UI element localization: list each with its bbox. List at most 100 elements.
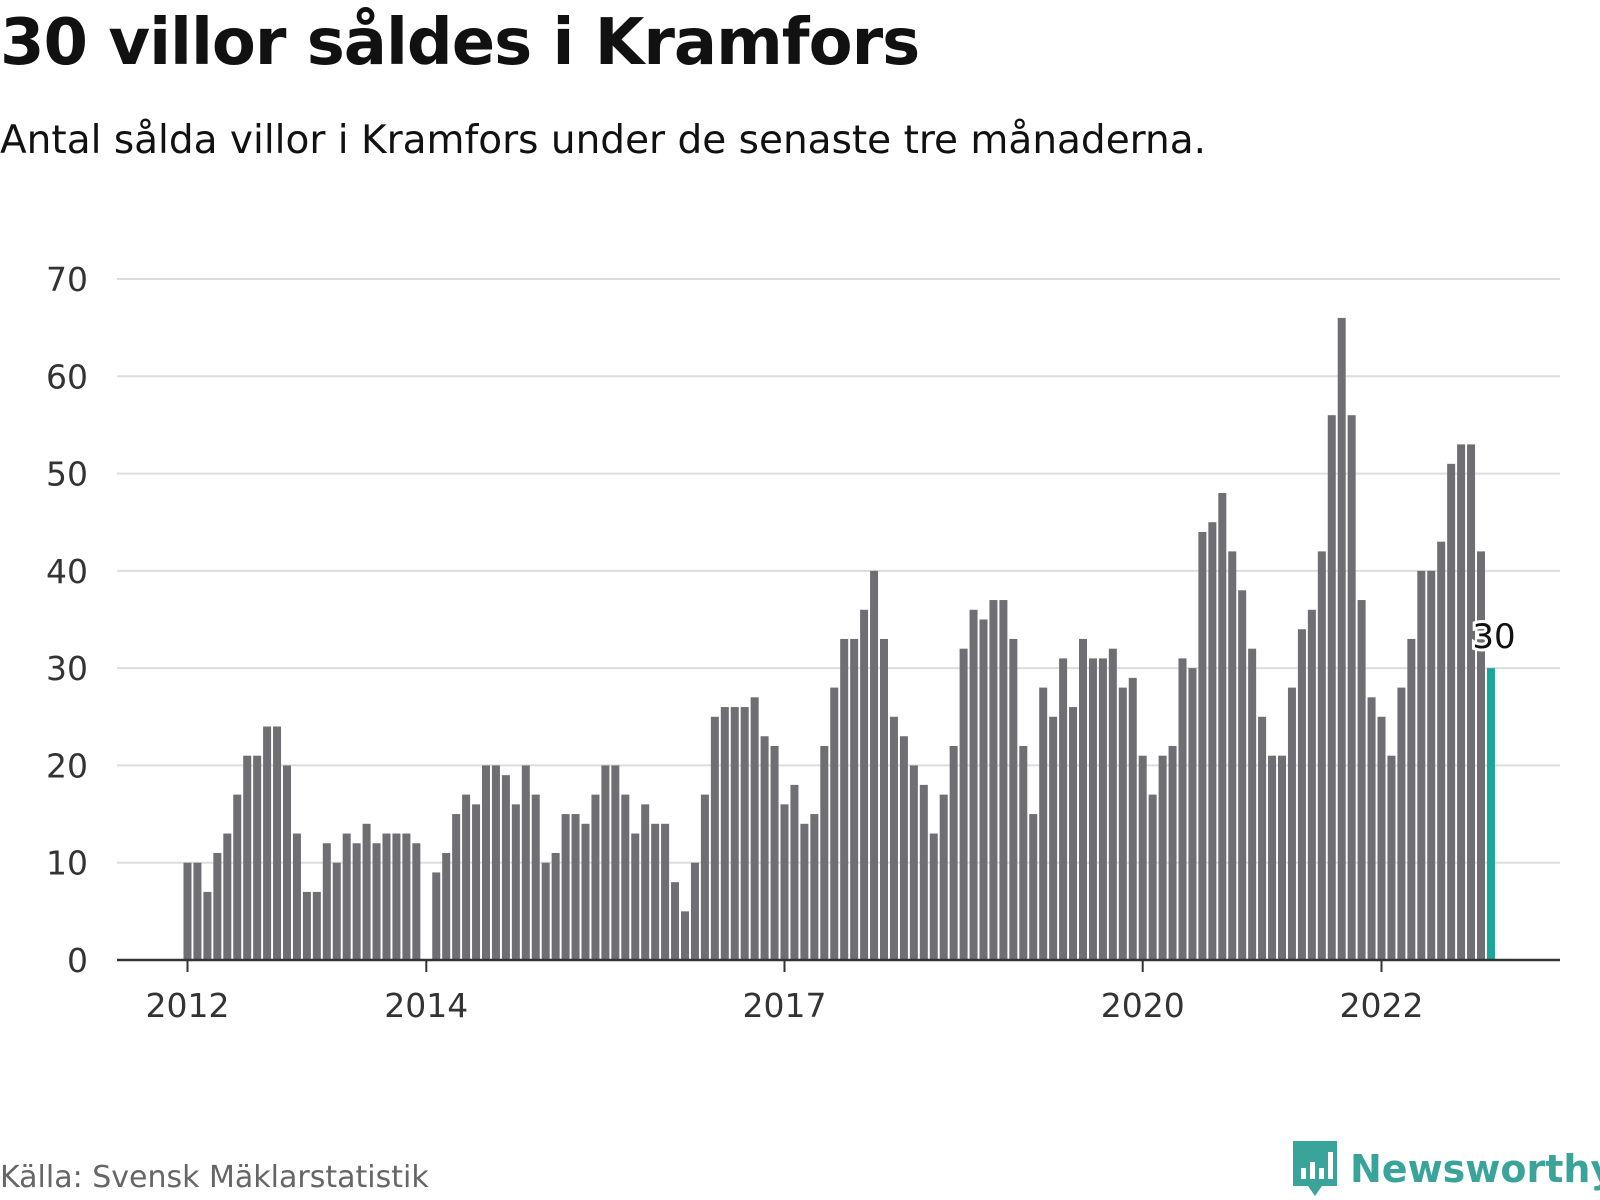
bar xyxy=(1457,444,1466,960)
bar xyxy=(1059,658,1068,960)
y-tick-label: 0 xyxy=(67,941,88,980)
bar xyxy=(521,765,530,960)
bar xyxy=(452,814,461,960)
bar xyxy=(1258,716,1267,960)
x-tick-label: 2020 xyxy=(1101,986,1185,1025)
bar xyxy=(243,755,252,960)
chart-title: 30 villor såldes i Kramfors xyxy=(0,6,920,80)
bar xyxy=(929,833,938,960)
bar xyxy=(899,736,908,960)
bar xyxy=(432,872,441,960)
bar xyxy=(561,814,570,960)
bar xyxy=(342,833,351,960)
bar xyxy=(292,833,301,960)
bar xyxy=(253,755,262,960)
x-tick-label: 2012 xyxy=(146,986,230,1025)
bar xyxy=(382,833,391,960)
bar xyxy=(491,765,500,960)
bar xyxy=(641,804,650,960)
bar xyxy=(531,794,540,960)
bar xyxy=(621,794,630,960)
bar xyxy=(790,784,799,960)
bar xyxy=(611,765,620,960)
bar xyxy=(1268,755,1277,960)
bar xyxy=(1168,745,1177,960)
bar xyxy=(1307,609,1316,960)
x-tick-label: 2017 xyxy=(743,986,827,1025)
bar xyxy=(541,862,550,960)
bar xyxy=(780,804,789,960)
bar xyxy=(283,765,291,960)
bar xyxy=(312,891,321,960)
bar xyxy=(412,843,421,960)
bar xyxy=(840,638,849,960)
bar xyxy=(1377,716,1386,960)
bar xyxy=(462,794,471,960)
bar xyxy=(750,697,759,960)
bar xyxy=(939,794,948,960)
y-tick-label: 50 xyxy=(46,455,88,494)
bar xyxy=(1108,648,1117,960)
bar xyxy=(631,833,640,960)
bar xyxy=(1287,687,1296,960)
bar xyxy=(820,745,829,960)
y-tick-label: 20 xyxy=(46,746,88,785)
bar xyxy=(482,765,490,960)
x-tick-label: 2022 xyxy=(1340,986,1424,1025)
bar xyxy=(1039,687,1048,960)
y-tick-label: 40 xyxy=(46,552,88,591)
bar xyxy=(989,600,998,960)
bar xyxy=(213,852,222,960)
bar xyxy=(1079,638,1087,960)
bar xyxy=(919,784,928,960)
y-tick-label: 70 xyxy=(46,260,88,299)
bar xyxy=(1278,755,1286,960)
bar xyxy=(730,707,739,960)
bar xyxy=(233,794,242,960)
bar xyxy=(442,852,451,960)
bar xyxy=(720,707,729,960)
bar xyxy=(402,833,411,960)
newsworthy-logo-icon xyxy=(1293,1141,1337,1196)
bar xyxy=(700,794,709,960)
bar xyxy=(770,745,779,960)
bar xyxy=(322,843,331,960)
bar xyxy=(1437,541,1446,960)
bar xyxy=(1477,551,1485,960)
bar xyxy=(1198,531,1207,960)
bar xyxy=(860,609,869,960)
bar xyxy=(880,638,888,960)
bar xyxy=(601,765,610,960)
bar xyxy=(1118,687,1127,960)
bar xyxy=(332,862,341,960)
bar xyxy=(1088,658,1097,960)
bar xyxy=(870,570,879,960)
bar xyxy=(1367,697,1376,960)
bar xyxy=(1447,463,1456,960)
bar xyxy=(1467,444,1476,960)
bar xyxy=(671,882,680,960)
bar xyxy=(1188,668,1197,960)
bar xyxy=(1069,707,1078,960)
y-tick-label: 30 xyxy=(46,649,88,688)
bar xyxy=(810,814,819,960)
bar xyxy=(651,823,660,960)
bar xyxy=(1347,415,1356,960)
bar xyxy=(193,862,202,960)
bar xyxy=(1208,522,1217,960)
bar xyxy=(571,814,580,960)
bar xyxy=(1417,570,1426,960)
bar xyxy=(203,891,212,960)
bar-highlight xyxy=(1486,668,1495,960)
bar xyxy=(850,638,859,960)
bar xyxy=(1009,638,1018,960)
bar xyxy=(1228,551,1237,960)
bar xyxy=(1029,814,1038,960)
bar xyxy=(1158,755,1167,960)
bar xyxy=(581,823,590,960)
bar xyxy=(1387,755,1396,960)
bar xyxy=(1098,658,1107,960)
bar xyxy=(800,823,809,960)
data-label: 30 xyxy=(1472,617,1515,657)
